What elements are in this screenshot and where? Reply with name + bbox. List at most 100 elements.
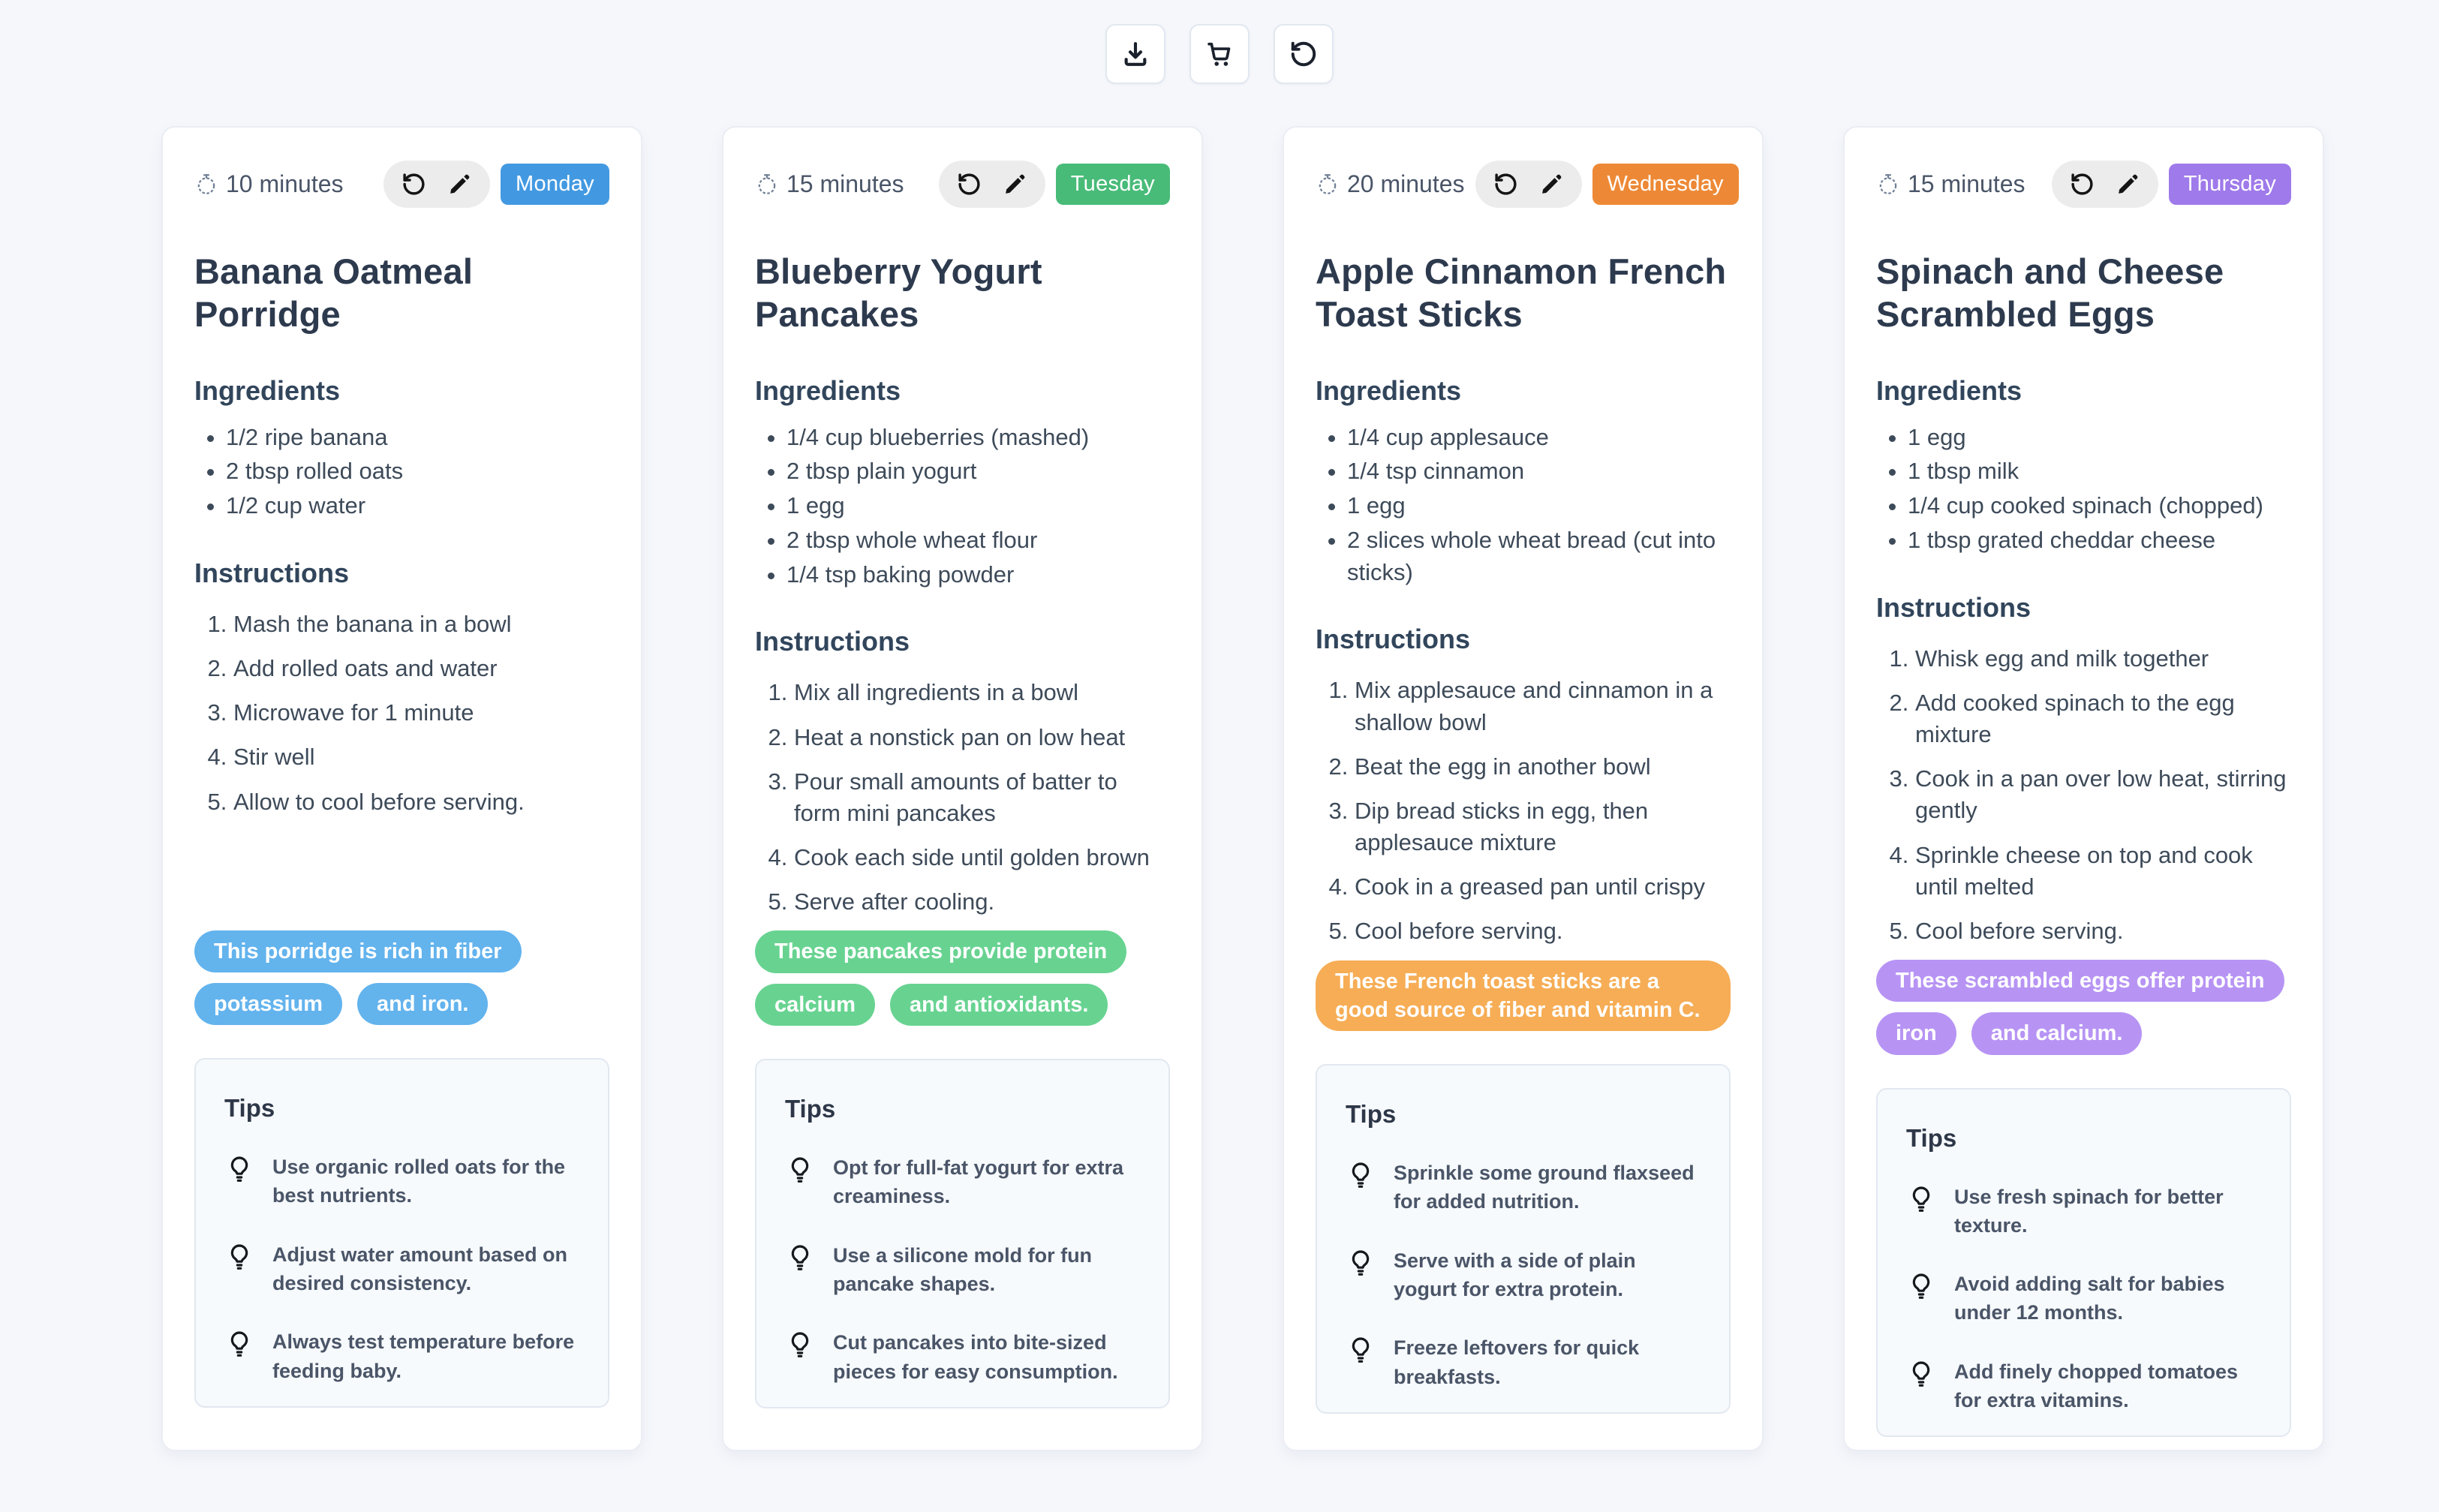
list-item: 2 tbsp rolled oats xyxy=(226,455,609,488)
tip-text: Use a silicone mold for fun pancake shap… xyxy=(833,1243,1093,1295)
list-item: 1 egg xyxy=(1908,422,2291,454)
ingredients-heading: Ingredients xyxy=(194,374,341,406)
lightbulb-icon xyxy=(224,1329,254,1359)
recipe-title: Banana Oatmeal Porridge xyxy=(194,251,474,335)
lightbulb-icon xyxy=(1906,1271,1936,1301)
recipe-card-tuesday: 15 minutes Tuesday Blueberry Yogurt Panc… xyxy=(722,126,1203,1451)
lightbulb-icon xyxy=(785,1330,815,1360)
refresh-icon xyxy=(2070,172,2095,197)
list-item: 1/4 cup applesauce xyxy=(1347,422,1731,454)
recipe-card-thursday: 15 minutes Thursday Spinach and Cheese S… xyxy=(1843,126,2324,1451)
tip-item: Use a silicone mold for fun pancake shap… xyxy=(785,1241,1140,1299)
edit-recipe-button[interactable] xyxy=(1539,172,1564,197)
recipe-title: Spinach and Cheese Scrambled Eggs xyxy=(1876,251,2224,335)
ingredients-list: 1/4 cup applesauce1/4 tsp cinnamon1 egg2… xyxy=(1316,422,1731,591)
nutrition-pill: This porridge is rich in fiber xyxy=(194,930,522,972)
list-item: Add cooked spinach to the egg mixture xyxy=(1915,687,2291,750)
list-item: 1/4 cup cooked spinach (chopped) xyxy=(1908,490,2291,522)
prep-time: 20 minutes xyxy=(1316,170,1465,198)
tip-text: Use organic rolled oats for the best nut… xyxy=(272,1156,566,1207)
prep-time: 15 minutes xyxy=(755,170,928,198)
card-actions xyxy=(383,161,491,208)
tip-item: Sprinkle some ground flaxseed for added … xyxy=(1346,1159,1701,1216)
prep-time: 15 minutes xyxy=(1876,170,2041,198)
instructions-heading: Instructions xyxy=(755,626,910,657)
refresh-icon xyxy=(957,172,982,197)
download-button[interactable] xyxy=(1105,24,1165,84)
list-item: 1/4 tsp baking powder xyxy=(786,559,1170,591)
tips-list: Sprinkle some ground flaxseed for added … xyxy=(1346,1159,1701,1391)
pencil-icon xyxy=(2116,172,2140,197)
ingredients-heading: Ingredients xyxy=(1876,374,2022,406)
nutrition-pills: These French toast sticks are a good sou… xyxy=(1316,960,1731,1032)
regenerate-recipe-button[interactable] xyxy=(957,172,982,197)
tip-text: Adjust water amount based on desired con… xyxy=(272,1243,568,1295)
list-item: 1 egg xyxy=(786,490,1170,522)
lightbulb-icon xyxy=(785,1155,815,1185)
card-header: 20 minutes Wednesday xyxy=(1316,161,1739,208)
instructions-heading: Instructions xyxy=(1876,591,2031,623)
edit-recipe-button[interactable] xyxy=(447,172,472,197)
tips-box: Tips Use organic rolled oats for the bes… xyxy=(194,1058,609,1408)
tip-text: Avoid adding salt for babies under 12 mo… xyxy=(1954,1273,2225,1324)
card-actions xyxy=(1475,161,1582,208)
nutrition-pills: These scrambled eggs offer protein iron an… xyxy=(1876,959,2291,1055)
tip-item: Use organic rolled oats for the best nut… xyxy=(224,1153,579,1210)
timer-icon xyxy=(1316,173,1340,197)
lightbulb-icon xyxy=(224,1242,254,1272)
shopping-cart-icon xyxy=(1205,40,1234,68)
toolbar xyxy=(0,0,2439,84)
list-item: 2 tbsp plain yogurt xyxy=(786,455,1170,488)
refresh-icon xyxy=(1493,172,1518,197)
tip-item: Add finely chopped tomatoes for extra vi… xyxy=(1906,1357,2261,1415)
tips-heading: Tips xyxy=(1346,1100,1397,1129)
tip-item: Use fresh spinach for better texture. xyxy=(1906,1183,2261,1240)
list-item: Dip bread sticks in egg, then applesauce… xyxy=(1355,795,1731,858)
tip-item: Adjust water amount based on desired con… xyxy=(224,1240,579,1298)
instructions-list: Whisk egg and milk together Add cooked sp… xyxy=(1876,643,2291,960)
regenerate-recipe-button[interactable] xyxy=(401,172,426,197)
day-badge: Tuesday xyxy=(1055,164,1170,205)
nutrition-pill: calcium xyxy=(755,983,875,1026)
list-item: 1 tbsp milk xyxy=(1908,455,2291,488)
list-item: Mix applesauce and cinnamon in a shallow… xyxy=(1355,675,1731,738)
nutrition-pill: potassium xyxy=(194,982,343,1026)
list-item: Whisk egg and milk together xyxy=(1915,643,2291,675)
pencil-icon xyxy=(1539,172,1564,197)
edit-recipe-button[interactable] xyxy=(2116,172,2140,197)
list-item: 1 tbsp grated cheddar cheese xyxy=(1908,525,2291,557)
tip-text: Opt for full-fat yogurt for extra creami… xyxy=(833,1156,1123,1208)
nutrition-pill: and iron. xyxy=(357,982,489,1026)
regenerate-recipe-button[interactable] xyxy=(2070,172,2095,197)
tip-item: Avoid adding salt for babies under 12 mo… xyxy=(1906,1270,2261,1327)
tip-text: Freeze leftovers for quick breakfasts. xyxy=(1394,1336,1640,1388)
refresh-button[interactable] xyxy=(1274,24,1334,84)
ingredients-list: 1/4 cup blueberries (mashed)2 tbsp plain… xyxy=(755,422,1170,594)
timer-icon xyxy=(194,173,218,197)
tip-text: Serve with a side of plain yogurt for ex… xyxy=(1394,1249,1636,1301)
list-item: 1 egg xyxy=(1347,490,1731,522)
recipe-card-monday: 10 minutes Monday Banana Oatmeal Porridg… xyxy=(161,126,642,1451)
edit-recipe-button[interactable] xyxy=(1003,172,1027,197)
list-item: Mash the banana in a bowl xyxy=(233,609,609,640)
tips-list: Use fresh spinach for better texture. Av… xyxy=(1906,1183,2261,1415)
meal-cards-row: 10 minutes Monday Banana Oatmeal Porridg… xyxy=(161,126,2439,1451)
instructions-list: Mash the banana in a bowl Add rolled oats… xyxy=(194,609,609,831)
lightbulb-icon xyxy=(785,1243,815,1273)
list-item: Cook in a greased pan until crispy xyxy=(1355,871,1731,903)
pencil-icon xyxy=(447,172,472,197)
regenerate-recipe-button[interactable] xyxy=(1493,172,1518,197)
timer-icon xyxy=(1876,173,1900,197)
tip-text: Use fresh spinach for better texture. xyxy=(1954,1185,2224,1237)
tip-item: Serve with a side of plain yogurt for ex… xyxy=(1346,1246,1701,1304)
shopping-cart-button[interactable] xyxy=(1189,24,1250,84)
list-item: Cool before serving. xyxy=(1355,915,1731,947)
tip-text: Cut pancakes into bite-sized pieces for … xyxy=(833,1331,1118,1383)
instructions-heading: Instructions xyxy=(194,557,350,588)
lightbulb-icon xyxy=(224,1154,254,1184)
nutrition-pills: These pancakes provide protein calcium and… xyxy=(755,930,1170,1026)
list-item: 1/4 cup blueberries (mashed) xyxy=(786,422,1170,454)
tip-item: Cut pancakes into bite-sized pieces for … xyxy=(785,1328,1140,1386)
list-item: 1/2 ripe banana xyxy=(226,422,609,454)
